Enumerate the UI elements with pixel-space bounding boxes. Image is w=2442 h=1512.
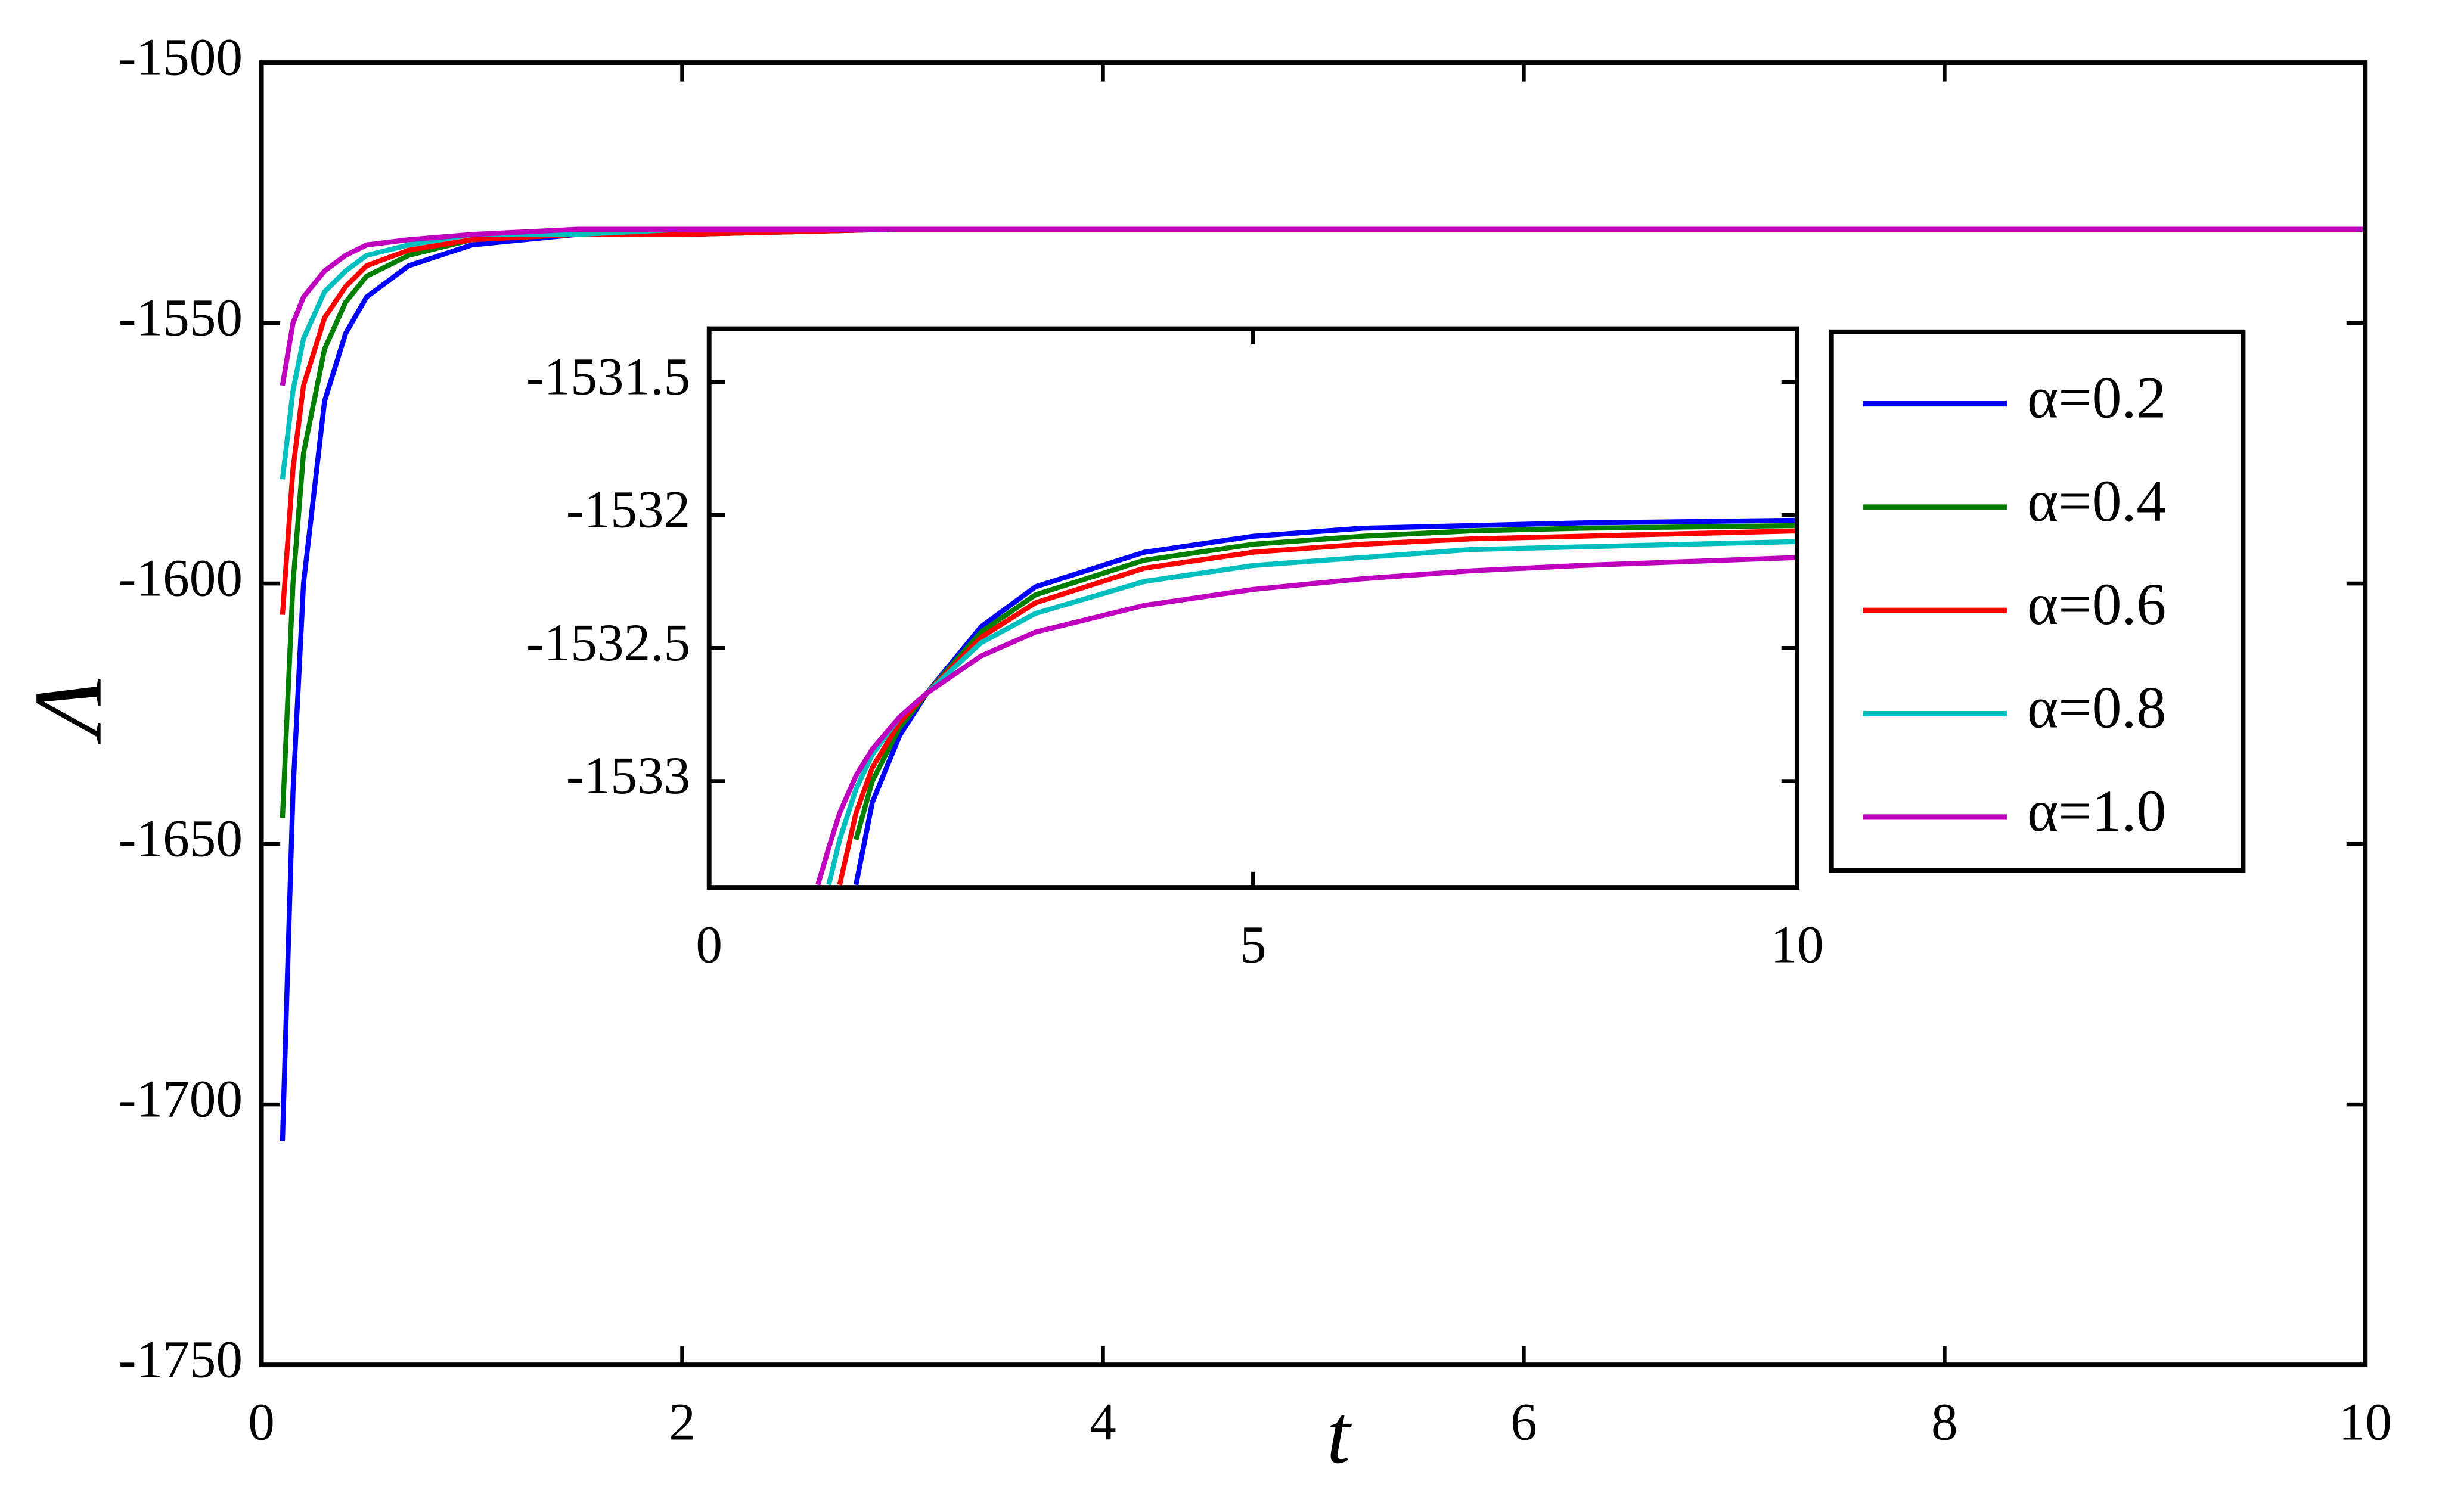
legend-box [1829, 329, 2246, 873]
plot-frame [259, 60, 2368, 1368]
plot-area [709, 328, 1797, 888]
plot-lines [280, 226, 2366, 1141]
data-line [854, 517, 1797, 886]
plot-lines [815, 517, 1797, 886]
x-tick-label: 0 [696, 915, 722, 974]
legend-label: α=0.8 [2027, 674, 2166, 740]
x-tick-label: 10 [1770, 915, 1823, 974]
legend-label: α=0.6 [2027, 571, 2166, 637]
legend-label: α=1.0 [2027, 778, 2166, 844]
y-tick-label: -1532.5 [526, 613, 690, 672]
y-tick-label: -1600 [119, 549, 243, 608]
data-line [280, 226, 2366, 386]
x-axis-label: t [1327, 1387, 1352, 1481]
data-line [837, 528, 1797, 886]
x-tick-label: 0 [248, 1393, 275, 1452]
y-tick-label: -1500 [119, 28, 243, 87]
data-line [826, 539, 1797, 886]
y-tick-label: -1533 [566, 746, 690, 805]
y-tick-label: -1650 [119, 809, 243, 868]
x-tick-label: 6 [1510, 1393, 1537, 1452]
x-tick-label: 2 [669, 1393, 696, 1452]
x-tick-label: 8 [1931, 1393, 1958, 1452]
x-tick-label: 5 [1240, 915, 1267, 974]
legend-label: α=0.2 [2027, 364, 2166, 430]
y-tick-label: -1750 [119, 1330, 243, 1389]
y-tick-label: -1531.5 [526, 347, 690, 406]
y-tick-label: -1700 [119, 1070, 243, 1129]
data-line [815, 555, 1797, 886]
y-tick-label: -1532 [566, 480, 690, 539]
x-tick-label: 10 [2339, 1393, 2392, 1452]
y-tick-label: -1550 [119, 288, 243, 347]
legend: α=0.2 α=0.4 α=0.6 α=0.8 α=1.0 [1829, 329, 2246, 873]
y-axis-label: Λ [15, 678, 122, 744]
data-line [854, 523, 1797, 840]
x-tick-label: 4 [1090, 1393, 1116, 1452]
legend-label: α=0.4 [2027, 468, 2166, 534]
